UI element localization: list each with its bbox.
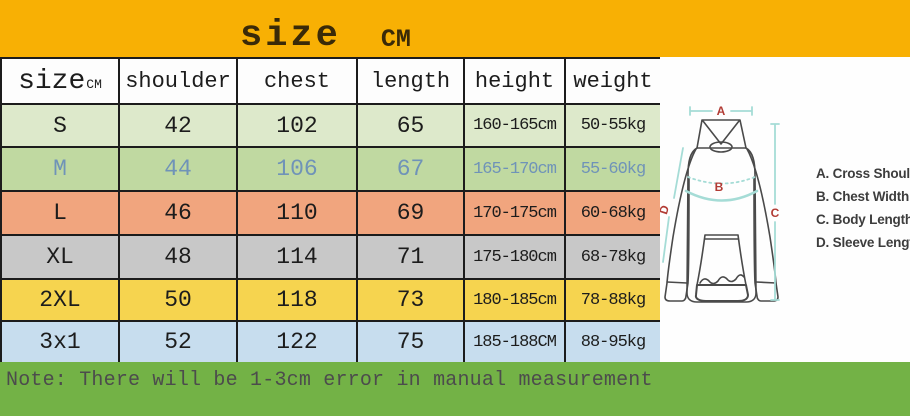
header-weight: weight (564, 57, 662, 105)
row-label: S (0, 103, 120, 148)
table-cell: 68-78kg (564, 234, 662, 280)
table-cell: 88-95kg (564, 320, 662, 364)
legend-item-sleeve-length: D. Sleeve Length (816, 235, 910, 250)
header-length: length (356, 57, 465, 105)
table-cell: 106 (236, 146, 358, 192)
left-sleeve-outline (664, 148, 697, 302)
right-sleeve-outline (746, 148, 779, 302)
legend-item-body-length: C. Body Length (816, 212, 910, 227)
table-row-3x1: 3x1 52 122 75 185-188CM 88-95kg (0, 320, 662, 364)
row-label: 2XL (0, 278, 120, 322)
table-cell: 165-170cm (463, 146, 566, 192)
table-cell: 175-180cm (463, 234, 566, 280)
note-text: Note: There will be 1-3cm error in manua… (6, 369, 653, 392)
measure-a-line (689, 106, 753, 116)
table-cell: 118 (236, 278, 358, 322)
hood-fold-lines (702, 120, 740, 145)
measurement-diagram: A B C D A. Cross Shoulder B. Chest Width… (660, 57, 910, 362)
right-cuff-line (755, 281, 777, 284)
table-cell: 50 (118, 278, 238, 322)
table-row-2xl: 2XL 50 118 73 180-185cm 78-88kg (0, 278, 662, 322)
measurement-lines (662, 106, 780, 301)
hem-band-outline (694, 284, 749, 302)
table-cell: 122 (236, 320, 358, 364)
table-cell: 160-165cm (463, 103, 566, 148)
pocket-scallop-line (699, 274, 745, 285)
table-cell: 65 (356, 103, 465, 148)
measure-b-solid-arc (684, 189, 759, 202)
table-row-l: L 46 110 69 170-175cm 60-68kg (0, 190, 662, 236)
measure-c-line (770, 123, 780, 301)
table-cell: 55-60kg (564, 146, 662, 192)
page-title: size (240, 15, 341, 57)
table-cell: 67 (356, 146, 465, 192)
legend-item-chest-width: B. Chest Width (816, 189, 910, 204)
measure-d-line (662, 147, 684, 263)
header-chest: chest (236, 57, 358, 105)
table-row-m: M 44 106 67 165-170cm 55-60kg (0, 146, 662, 192)
table-cell: 52 (118, 320, 238, 364)
table-cell: 102 (236, 103, 358, 148)
row-label: 3x1 (0, 320, 120, 364)
table-cell: 170-175cm (463, 190, 566, 236)
size-table: sizeCM shoulder chest length height weig… (0, 57, 662, 364)
table-cell: 71 (356, 234, 465, 280)
table-cell: 75 (356, 320, 465, 364)
marker-letter-b: B (715, 180, 724, 194)
header-size: sizeCM (0, 57, 120, 105)
table-cell: 46 (118, 190, 238, 236)
header-size-label: size (18, 65, 86, 97)
measurement-legend: A. Cross Shoulder B. Chest Width C. Body… (816, 166, 910, 250)
left-cuff-line (666, 281, 688, 284)
table-cell: 69 (356, 190, 465, 236)
table-cell: 44 (118, 146, 238, 192)
header-size-unit: CM (86, 76, 102, 92)
hoodie-sketch: A B C D (660, 104, 780, 303)
row-label: M (0, 146, 120, 192)
table-cell: 114 (236, 234, 358, 280)
table-cell: 42 (118, 103, 238, 148)
table-cell: 78-88kg (564, 278, 662, 322)
collar-outline (709, 141, 733, 153)
row-label: L (0, 190, 120, 236)
marker-letters: A B C D (660, 104, 780, 220)
table-cell: 48 (118, 234, 238, 280)
header-height: height (463, 57, 566, 105)
table-cell: 60-68kg (564, 190, 662, 236)
table-row-xl: XL 48 114 71 175-180cm 68-78kg (0, 234, 662, 280)
table-header-row: sizeCM shoulder chest length height weig… (0, 57, 662, 105)
table-cell: 110 (236, 190, 358, 236)
note-bar: Note: There will be 1-3cm error in manua… (0, 362, 910, 416)
row-label: XL (0, 234, 120, 280)
table-cell: 73 (356, 278, 465, 322)
marker-letter-d: D (660, 203, 672, 216)
title-bar: size CM (0, 0, 910, 57)
torso-outline (686, 147, 757, 303)
title-unit: CM (380, 25, 411, 55)
measure-b-dotted-arc (687, 176, 756, 185)
marker-letter-c: C (771, 206, 780, 220)
table-cell: 185-188CM (463, 320, 566, 364)
table-row-s: S 42 102 65 160-165cm 50-55kg (0, 103, 662, 148)
table-cell: 180-185cm (463, 278, 566, 322)
header-shoulder: shoulder (118, 57, 238, 105)
legend-item-cross-shoulder: A. Cross Shoulder (816, 166, 910, 181)
table-cell: 50-55kg (564, 103, 662, 148)
marker-letter-a: A (717, 104, 726, 118)
